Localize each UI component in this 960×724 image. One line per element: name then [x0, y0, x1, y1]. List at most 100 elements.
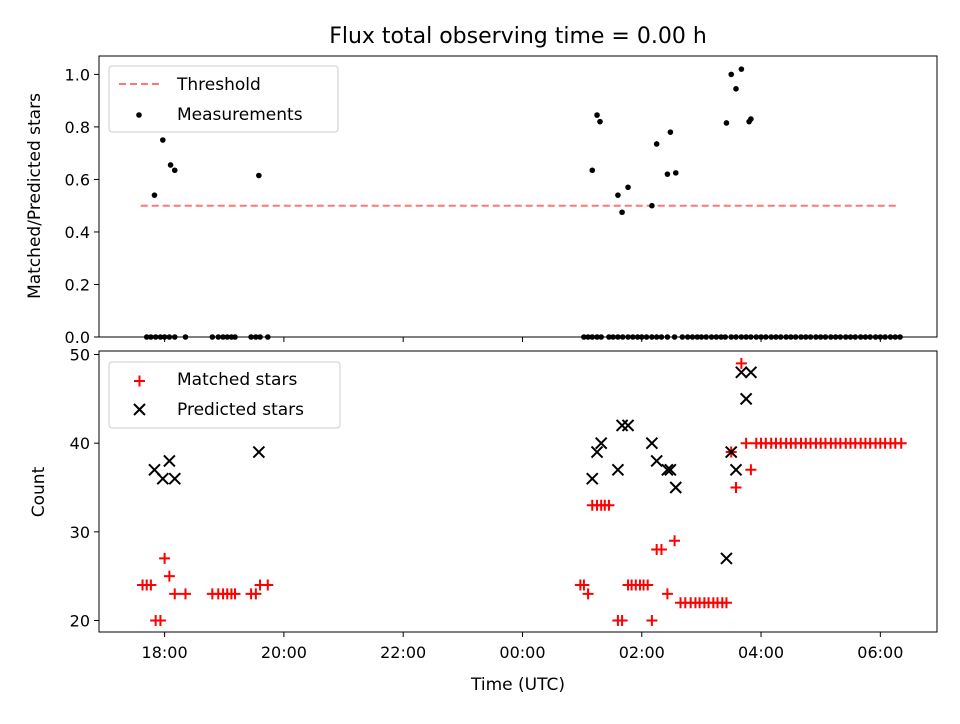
bottom-x-tick-label: 06:00	[857, 643, 903, 662]
bottom-y-tick-label: 30	[70, 523, 90, 542]
measurements-point	[667, 129, 674, 135]
measurements-point	[597, 118, 603, 125]
top-y-axis-label: Matched/Predicted stars	[25, 93, 45, 299]
predicted-stars-point	[594, 436, 608, 450]
matched-stars-point	[578, 579, 590, 591]
matched-stars-point	[262, 579, 274, 591]
measurements-point	[738, 66, 745, 72]
top-y-tick-label: 0.8	[65, 118, 90, 137]
top-axes-frame	[98, 55, 938, 338]
predicted-stars-point	[661, 463, 674, 476]
bottom-axes-frame	[98, 350, 938, 633]
predicted-stars-point	[650, 454, 663, 468]
matched-stars-point	[646, 614, 658, 626]
measurements-point	[151, 192, 158, 198]
matched-stars-point	[655, 544, 667, 556]
matched-stars-point	[582, 588, 594, 600]
matched-stars-point	[154, 614, 166, 626]
predicted-stars-point	[590, 445, 604, 459]
predicted-stars-point	[163, 454, 176, 468]
matched-stars-point	[740, 437, 752, 449]
bottom-legend-box	[108, 361, 341, 429]
predicted-stars-point	[645, 436, 659, 450]
predicted-stars-point	[669, 481, 682, 494]
measurements-point	[619, 209, 625, 216]
bottom-plot-area	[137, 357, 907, 626]
matched-stars-point	[669, 535, 681, 547]
top-y-tick-label: 0.0	[65, 328, 90, 347]
measurements-point	[728, 71, 735, 78]
measurements-legend-label: Measurements	[177, 105, 303, 125]
measurements-point	[733, 86, 739, 92]
predicted-stars-point	[720, 552, 733, 565]
predicted-stars-point	[621, 419, 635, 432]
matched-stars-point	[720, 597, 732, 609]
predicted-stars-point	[725, 445, 738, 459]
bottom-x-tick-label: 18:00	[142, 643, 188, 662]
bottom-legend: Matched stars Predicted stars	[108, 361, 341, 429]
matched-stars-point	[159, 552, 171, 564]
measurements-point	[256, 172, 262, 179]
top-legend-box	[108, 65, 339, 133]
bottom-x-tick-label: 00:00	[499, 643, 545, 662]
bottom-x-tick-label: 04:00	[738, 643, 784, 662]
bottom-y-tick-label: 50	[70, 346, 90, 365]
matched-stars-point	[616, 614, 628, 626]
measurements-point	[167, 162, 174, 168]
predicted-stars-point	[586, 472, 599, 485]
top-legend: Threshold Measurements	[108, 65, 339, 133]
measurements-point	[664, 171, 671, 177]
bottom-x-tick-label: 02:00	[619, 643, 665, 662]
measurements-point	[672, 170, 679, 176]
predicted-stars-point	[744, 366, 758, 379]
matched-stars-point	[145, 579, 157, 591]
predicted-stars-point	[156, 472, 170, 485]
matched-stars-point	[250, 588, 262, 600]
matched-stars-point	[730, 482, 742, 494]
bottom-y-tick-label: 20	[70, 611, 90, 630]
predicted-stars-legend-label: Predicted stars	[177, 400, 304, 420]
predicted-stars-point	[168, 472, 181, 485]
x-axis-label: Time (UTC)	[470, 675, 565, 695]
measurements-point	[723, 120, 730, 126]
matched-stars-point	[169, 588, 181, 600]
top-y-tick-label: 1.0	[65, 65, 90, 84]
measurements-point	[748, 116, 754, 122]
predicted-stars-point	[611, 463, 625, 476]
measurements-point	[625, 184, 631, 191]
bottom-y-axis-label: Count	[29, 466, 49, 517]
predicted-stars-point	[252, 445, 266, 459]
predicted-stars-point	[664, 463, 677, 476]
predicted-stars-point	[735, 366, 748, 379]
top-y-tick-label: 0.2	[65, 275, 90, 294]
predicted-stars-legend-swatch	[133, 403, 146, 416]
top-y-tick-label: 0.4	[65, 223, 90, 242]
measurements-point	[615, 192, 621, 198]
matched-stars-point	[642, 579, 654, 591]
measurements-point	[589, 167, 596, 174]
predicted-stars-point	[739, 392, 753, 406]
matched-stars-point	[163, 570, 175, 582]
threshold-legend-label: Threshold	[176, 75, 261, 95]
top-y-tick-label: 0.6	[65, 170, 90, 189]
top-chart-title: Flux total observing time = 0.00 h	[329, 24, 707, 49]
predicted-stars-point	[729, 463, 743, 476]
matched-stars-point	[179, 588, 191, 600]
matched-stars-point	[229, 588, 241, 600]
matched-stars-legend-swatch	[134, 375, 145, 387]
bottom-x-tick-label: 22:00	[380, 643, 426, 662]
matched-stars-legend-label: Matched stars	[177, 370, 297, 390]
measurements-point	[160, 137, 166, 143]
bottom-y-tick-label: 40	[70, 434, 90, 453]
bottom-x-tick-label: 20:00	[261, 643, 307, 662]
matched-stars-point	[895, 437, 907, 449]
measurements-point	[653, 141, 660, 147]
measurements-legend-swatch	[136, 112, 142, 118]
measurements-point	[171, 167, 178, 174]
measurements-point	[649, 202, 655, 209]
matched-stars-point	[603, 499, 615, 511]
matched-stars-point	[661, 588, 673, 600]
matched-stars-point	[745, 464, 757, 476]
matched-stars-point	[735, 357, 747, 369]
